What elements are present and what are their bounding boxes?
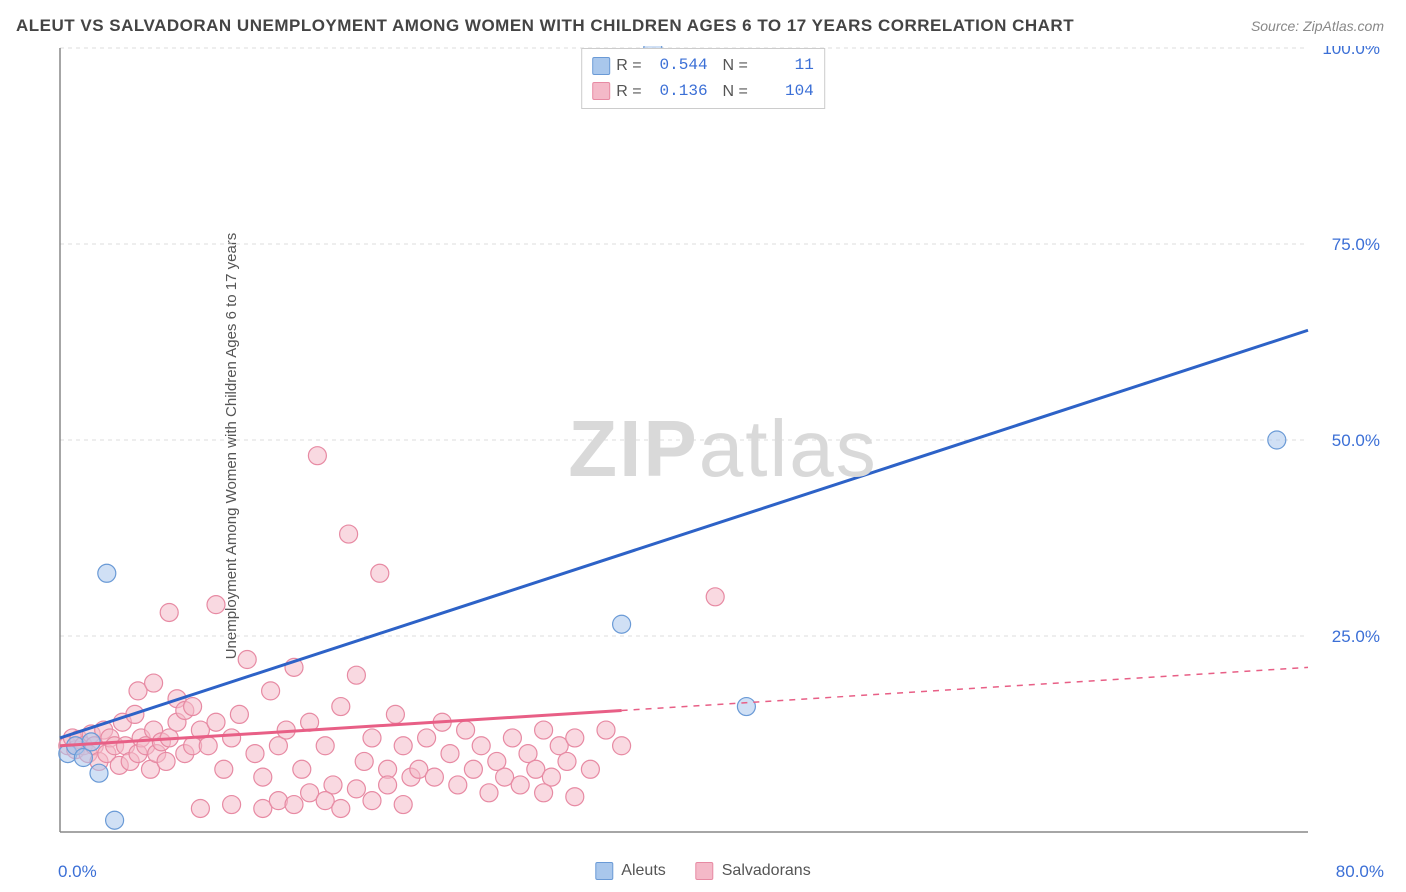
legend-label: Aleuts: [621, 862, 665, 880]
x-axis-max-label: 80.0%: [1336, 862, 1384, 882]
svg-text:100.0%: 100.0%: [1322, 46, 1380, 58]
chart-title: ALEUT VS SALVADORAN UNEMPLOYMENT AMONG W…: [16, 16, 1074, 36]
legend-item-salvadorans: Salvadorans: [696, 862, 811, 880]
source-attribution: Source: ZipAtlas.com: [1251, 18, 1384, 34]
stats-legend-box: R = 0.544 N = 11 R = 0.136 N = 104: [581, 48, 825, 109]
stats-row-salvadorans: R = 0.136 N = 104: [592, 79, 814, 105]
swatch-aleuts: [595, 862, 613, 880]
x-axis-min-label: 0.0%: [58, 862, 97, 882]
legend-item-aleuts: Aleuts: [595, 862, 665, 880]
legend-label: Salvadorans: [722, 862, 811, 880]
n-label: N =: [714, 79, 748, 105]
swatch-salvadorans: [696, 862, 714, 880]
n-label: N =: [714, 53, 748, 79]
svg-text:75.0%: 75.0%: [1332, 235, 1380, 254]
bottom-legend: Aleuts Salvadorans: [595, 862, 810, 880]
plot-area: 25.0%50.0%75.0%100.0% ZIPatlas: [58, 46, 1388, 852]
r-label: R =: [616, 53, 641, 79]
svg-text:25.0%: 25.0%: [1332, 627, 1380, 646]
svg-text:50.0%: 50.0%: [1332, 431, 1380, 450]
r-value-salvadorans: 0.136: [648, 79, 708, 105]
stats-row-aleuts: R = 0.544 N = 11: [592, 53, 814, 79]
r-value-aleuts: 0.544: [648, 53, 708, 79]
scatter-chart: 25.0% 50.0% 75.0% 100.0%: [58, 46, 1388, 852]
r-label: R =: [616, 79, 641, 105]
n-value-salvadorans: 104: [754, 79, 814, 105]
n-value-aleuts: 11: [754, 53, 814, 79]
swatch-salvadorans: [592, 82, 610, 100]
swatch-aleuts: [592, 57, 610, 75]
